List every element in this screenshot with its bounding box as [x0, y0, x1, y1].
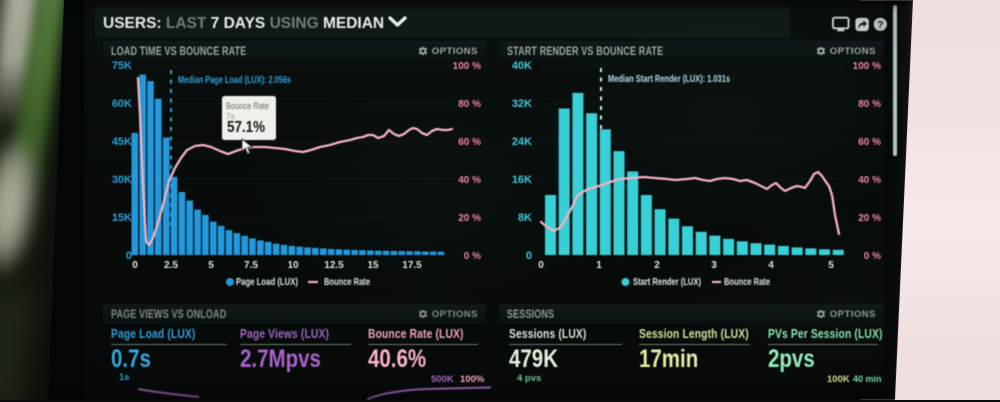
svg-text:60 %: 60 % — [858, 137, 881, 148]
svg-text:3: 3 — [711, 260, 717, 271]
svg-text:4: 4 — [768, 260, 774, 271]
svg-text:0 %: 0 % — [464, 251, 481, 262]
svg-text:40K: 40K — [512, 60, 532, 72]
svg-text:75K: 75K — [112, 60, 132, 72]
svg-text:32K: 32K — [512, 98, 532, 110]
svg-text:Median Page Load (LUX): 2.056s: Median Page Load (LUX): 2.056s — [178, 75, 291, 86]
svg-text:12.5: 12.5 — [324, 260, 344, 271]
svg-text:60 %: 60 % — [458, 137, 481, 148]
svg-text:7.5: 7.5 — [244, 260, 258, 271]
svg-text:45K: 45K — [112, 136, 132, 148]
svg-text:100 %: 100 % — [453, 61, 481, 72]
svg-text:15K: 15K — [112, 212, 132, 224]
svg-text:0: 0 — [538, 260, 544, 271]
svg-text:0: 0 — [132, 260, 138, 271]
svg-text:20 %: 20 % — [458, 213, 481, 224]
svg-text:40 %: 40 % — [858, 175, 881, 186]
svg-text:5: 5 — [828, 260, 834, 271]
svg-text:60K: 60K — [112, 98, 132, 110]
svg-text:0: 0 — [126, 250, 132, 262]
svg-text:57.1%: 57.1% — [227, 119, 265, 136]
svg-text:5: 5 — [208, 260, 214, 271]
svg-text:Median Start Render (LUX): 1.0: Median Start Render (LUX): 1.031s — [608, 74, 730, 85]
svg-text:Bounce Rate: Bounce Rate — [226, 101, 269, 111]
svg-text:Start Render (LUX): Start Render (LUX) — [633, 277, 701, 288]
svg-text:?: ? — [877, 19, 883, 31]
svg-text:Bounce Rate: Bounce Rate — [324, 277, 370, 288]
svg-text:Page Load (LUX): Page Load (LUX) — [236, 277, 298, 288]
svg-text:30K: 30K — [112, 174, 132, 186]
svg-text:2.5: 2.5 — [164, 260, 178, 271]
svg-text:15: 15 — [367, 260, 379, 271]
svg-text:8K: 8K — [518, 212, 532, 224]
svg-text:2: 2 — [654, 260, 660, 271]
svg-text:17.5: 17.5 — [402, 260, 422, 271]
svg-text:80 %: 80 % — [458, 99, 481, 110]
svg-text:1: 1 — [596, 260, 602, 271]
svg-text:24K: 24K — [512, 136, 532, 148]
svg-text:0 %: 0 % — [864, 251, 881, 262]
svg-text:0: 0 — [526, 250, 532, 262]
svg-text:20 %: 20 % — [858, 213, 881, 224]
svg-text:10: 10 — [287, 260, 299, 271]
svg-text:40 %: 40 % — [458, 175, 481, 186]
svg-text:Bounce Rate: Bounce Rate — [724, 277, 770, 288]
svg-text:100 %: 100 % — [853, 61, 881, 72]
svg-text:80 %: 80 % — [858, 99, 881, 110]
svg-text:16K: 16K — [512, 174, 532, 186]
